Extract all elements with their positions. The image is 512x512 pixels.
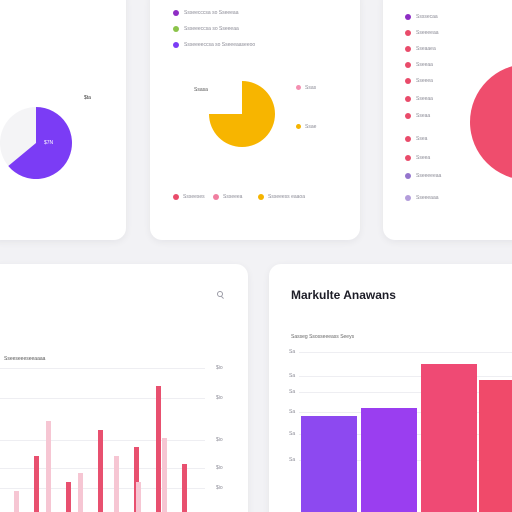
legend-label: Ssseecccsa so Sseeeaa [184,10,239,16]
list-item-dot [405,96,411,102]
legend-dot [173,26,179,32]
list-item-dot [405,155,411,161]
legend-dot [173,10,179,16]
bar-series-1 [66,481,71,512]
bottom-left-subtitle: Sseeseeeseeaaaa [4,356,46,362]
left-pie-chart [0,107,72,179]
y-tick-label: $io [216,465,223,471]
bar-series-1 [182,464,187,512]
right-pie-chart [470,66,512,178]
y-tick-label: Sa [289,409,296,415]
list-item-label: Sseea [416,155,431,161]
legend-dot [296,85,301,90]
legend-dot [213,194,219,200]
legend-dot [296,124,301,129]
legend-label: Ssseeess eaaoa [268,194,305,200]
y-tick-label: Sa [289,389,296,395]
list-item-label: Sseeea [416,78,433,84]
bar-series-2 [78,473,83,512]
bar-series-2 [162,438,167,512]
center-pie-label-left: Ssasa [194,87,208,93]
gridline [299,392,512,393]
list-item-dot [405,195,411,201]
y-tick-label: Sa [289,431,296,437]
list-item-dot [405,173,411,179]
bar [421,364,477,512]
bottom-right-title: Markulte Anawans [291,288,396,302]
center-pie-chart [209,81,275,147]
list-item-label: Sseeaa [416,62,433,68]
gridline [299,376,512,377]
bar [361,408,417,512]
gridline [0,398,205,399]
y-tick-label: $io [216,395,223,401]
legend-label: Ssae [305,124,317,130]
bar-series-2 [114,455,119,512]
left-pie-card: $7N $ta [0,0,126,240]
center-pie-card: Ssseecccsa so Sseeeaa Ssseeeccsa so Sseee… [150,0,360,240]
bar-series-2 [46,420,51,512]
y-tick-label: Sa [289,457,296,463]
list-item-dot [405,62,411,68]
bar [479,380,512,512]
right-list-card: Ssssecaa Sseeeeaa Sseaaea Sseeaa Sseeea Sseea… [383,0,512,240]
list-item-label: Sseaaea [416,46,436,52]
list-item-label: Sseeeaaa [416,195,439,201]
bottom-left-bar-card: Sseeseeeseeaaaa $io $io $io $io $io [0,264,248,512]
legend-dot [173,42,179,48]
bar-series-2 [136,481,141,512]
list-item-label: Sseaa [416,113,431,119]
legend-label: Ssseeses [183,194,205,200]
list-item-label: Sseeeeeaa [416,173,442,179]
left-pie-legend-value: $ta [84,95,91,101]
y-tick-label: Sa [289,349,296,355]
gridline [299,352,512,353]
list-item-dot [405,113,411,119]
center-pie-slice [209,81,275,147]
left-pie-center-label: $7N [44,140,54,146]
bar-series-1 [98,429,103,512]
legend-dot [258,194,264,200]
list-item-dot [405,136,411,142]
bar-series-1 [156,386,161,512]
bar-series-1 [34,455,39,512]
list-item-label: Ssssecaa [416,14,438,20]
legend-dot [173,194,179,200]
right-pie-slice [470,66,512,178]
gridline [0,368,205,369]
y-tick-label: $io [216,437,223,443]
bar-series-2 [14,490,19,512]
list-item-label: Ssea [416,136,428,142]
left-pie-slice [8,107,72,179]
bottom-right-bar-card: Markulte Anawans Sasseg Ssosseeeass Seey… [269,264,512,512]
y-tick-label: $io [216,365,223,371]
legend-label: Ssseeea [223,194,243,200]
bottom-right-subtitle: Sasseg Ssosseeeass Seeys [291,334,355,340]
list-item-label: Sseeeeaa [416,30,439,36]
y-tick-label: Sa [289,373,296,379]
list-item-dot [405,46,411,52]
list-item-dot [405,78,411,84]
search-icon[interactable] [217,291,223,297]
bar [301,416,357,512]
legend-label: Ssas [305,85,317,91]
y-tick-label: $io [216,485,223,491]
legend-label: Ssseeeccsa so Sseeeaa [184,26,239,32]
list-item-label: Sseeaa [416,96,433,102]
legend-label: Ssseeeeccsa so Sseeeaaseeoo [184,42,256,48]
list-item-dot [405,14,411,20]
list-item-dot [405,30,411,36]
bar-series-1 [134,447,139,512]
